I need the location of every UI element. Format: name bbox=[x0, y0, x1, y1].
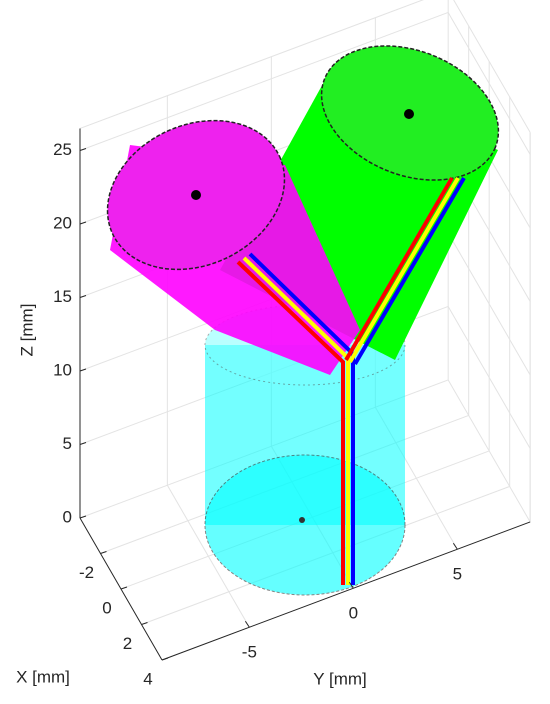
y-axis-label: Y [mm] bbox=[313, 669, 367, 688]
blue-wire-2 bbox=[353, 176, 466, 366]
z-tick bbox=[79, 221, 87, 225]
z-tick-label: 0 bbox=[63, 507, 72, 526]
green-center bbox=[404, 109, 414, 119]
x-axis-label: X [mm] bbox=[16, 667, 70, 686]
y-tick-label: -5 bbox=[242, 643, 257, 662]
z-tick bbox=[79, 368, 87, 372]
red-wire bbox=[236, 260, 345, 585]
yellow-wire-2 bbox=[348, 176, 460, 364]
z-tick-label: 10 bbox=[53, 360, 72, 379]
x-tick-label: -2 bbox=[79, 563, 94, 582]
x-tick bbox=[141, 622, 148, 625]
y-tick bbox=[452, 542, 458, 550]
grid-line bbox=[79, 11, 449, 151]
x-tick bbox=[161, 657, 169, 661]
box-edge bbox=[79, 0, 424, 129]
y-tick bbox=[348, 581, 354, 589]
x-tick-label: 4 bbox=[143, 669, 152, 688]
cyan-bottom bbox=[204, 454, 406, 596]
red-wire-2 bbox=[344, 176, 454, 362]
z-tick-label: 25 bbox=[53, 140, 72, 159]
z-axis-label: Z [mm] bbox=[17, 304, 36, 357]
z-tick bbox=[79, 148, 87, 151]
y-axis bbox=[161, 521, 531, 661]
z-tick bbox=[79, 515, 87, 519]
box-edge bbox=[453, 0, 531, 133]
z-tick-label: 5 bbox=[63, 434, 72, 453]
z-tick-label: 15 bbox=[53, 287, 72, 306]
z-tick bbox=[79, 295, 87, 298]
x-tick-label: 0 bbox=[102, 598, 111, 617]
cyan-center bbox=[299, 517, 305, 523]
magenta-center bbox=[191, 190, 201, 200]
z-tick-label: 20 bbox=[53, 213, 72, 232]
cylinders bbox=[106, 45, 500, 596]
x-tick bbox=[100, 551, 107, 554]
wires bbox=[236, 176, 466, 585]
y-tick-label: 5 bbox=[453, 565, 462, 584]
x-tick-label: 2 bbox=[123, 634, 132, 653]
z-tick bbox=[79, 442, 87, 445]
x-tick bbox=[120, 586, 128, 590]
y-tick bbox=[244, 620, 250, 628]
y-tick-label: 0 bbox=[349, 604, 358, 623]
